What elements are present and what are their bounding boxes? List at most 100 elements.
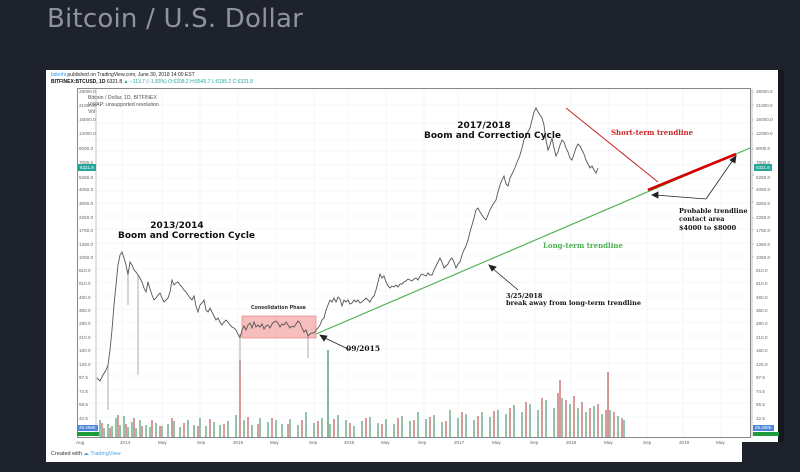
annotation-date: 3/25/2018 — [506, 292, 543, 300]
y-tick: 7000.0 — [79, 160, 94, 165]
y-tick: 280.0 — [79, 321, 91, 326]
annotation-line: contact area — [679, 215, 725, 223]
y-tick: 1350.0 — [756, 242, 771, 247]
annotation-text: break away from long-term trendline — [506, 299, 641, 307]
published-text: published on TradingView.com, June 30, 2… — [66, 72, 195, 78]
consolidation-box — [241, 315, 317, 339]
y-tick: 9000.0 — [756, 146, 771, 151]
x-tick: May — [716, 440, 725, 445]
y-tick: 2250.0 — [79, 215, 94, 220]
x-tick: Sep — [309, 440, 318, 445]
y-tick: 7000.0 — [756, 160, 771, 165]
annotation-breakaway: 3/25/2018 break away from long-term tren… — [506, 293, 641, 307]
y-tick: 42.5 — [756, 416, 765, 421]
y-tick: 5250.0 — [756, 175, 771, 180]
page-title: Bitcoin / U.S. Dollar — [47, 4, 303, 34]
x-tick: May — [158, 440, 167, 445]
y-tick: 12000.0 — [79, 131, 96, 136]
created-with-label: Created with — [51, 451, 82, 457]
chart-plot-area[interactable] — [77, 88, 751, 438]
x-tick: May — [604, 440, 613, 445]
y-tick: 360.0 — [79, 308, 91, 313]
annotation-year: 2017/2018 — [457, 121, 511, 131]
y-tick: 1750.0 — [756, 228, 771, 233]
x-tick: 2016 — [344, 440, 355, 445]
volume-tag-green — [753, 432, 779, 436]
annotation-year: 2013/2014 — [150, 221, 204, 231]
legend-symbol: Bitcoin / Dollar, 1D, BITFINEX — [88, 95, 157, 101]
volume-tag: 25.408K — [753, 425, 774, 431]
last-price-tag: 6321.8 — [754, 164, 772, 171]
publish-line: bdonhi published on TradingView.com, Jun… — [51, 72, 195, 78]
symbol: BITFINEX:BTCUSD, 1D — [51, 79, 106, 85]
y-tick: 97.5 — [79, 375, 88, 380]
y-tick: 16000.0 — [756, 117, 773, 122]
volume-tag-left: 25.408K — [77, 425, 98, 431]
x-tick: Sep — [643, 440, 652, 445]
annotation-probable-contact: Probable trendline contact area $4000 to… — [679, 207, 747, 232]
y-tick: 42.5 — [79, 416, 88, 421]
y-tick: 160.0 — [79, 348, 91, 353]
y-tick: 56.5 — [79, 402, 88, 407]
y-tick: 5250.0 — [79, 175, 94, 180]
y-tick: 210.0 — [756, 335, 768, 340]
y-tick: 21000.0 — [756, 103, 773, 108]
y-tick: 610.0 — [756, 281, 768, 286]
annotation-2017-cycle: 2017/2018 Boom and Correction Cycle — [424, 121, 561, 141]
card-shadow — [778, 70, 784, 442]
x-tick: Aug — [76, 440, 85, 445]
x-tick: Sep — [530, 440, 539, 445]
legend-volume: Vol — [88, 109, 96, 115]
annotation-line: $4000 to $8000 — [679, 224, 737, 232]
x-tick: May — [270, 440, 279, 445]
y-tick: 160.0 — [756, 348, 768, 353]
y-tick: 125.0 — [79, 362, 91, 367]
annotation-consolidation: Consolidation Phase — [251, 306, 306, 311]
y-tick: 1050.0 — [756, 255, 771, 260]
y-tick: 1750.0 — [79, 228, 94, 233]
y-tick: 3050.0 — [756, 201, 771, 206]
annotation-text: Boom and Correction Cycle — [118, 231, 256, 241]
y-tick: 210.0 — [79, 335, 91, 340]
y-tick: 97.5 — [756, 375, 765, 380]
tradingview-link[interactable]: TradingView — [90, 451, 121, 457]
y-tick: 4050.0 — [756, 187, 771, 192]
y-tick: 280.0 — [756, 321, 768, 326]
tradingview-cloud-icon: ☁ — [83, 451, 89, 457]
y-tick: 9000.0 — [79, 146, 94, 151]
y-tick: 3050.0 — [79, 201, 94, 206]
y-tick: 56.5 — [756, 402, 765, 407]
annotation-0915: 09/2015 — [346, 344, 381, 353]
y-tick: 610.0 — [79, 281, 91, 286]
legend-vwap: VWAP: unsupported resolution — [88, 102, 159, 108]
x-tick: Sep — [418, 440, 427, 445]
y-tick: 21000.0 — [79, 103, 96, 108]
x-tick: 2018 — [566, 440, 577, 445]
x-tick: 2017 — [454, 440, 465, 445]
x-tick: May — [492, 440, 501, 445]
x-tick: 2019 — [679, 440, 690, 445]
y-tick: 810.0 — [756, 268, 768, 273]
price-change: ▲ −113.7 (−1.83%) — [123, 79, 167, 85]
y-tick: 1350.0 — [79, 242, 94, 247]
annotation-short-trend: Short-term trendline — [611, 128, 694, 137]
y-tick: 2250.0 — [756, 215, 771, 220]
y-tick: 28000.0 — [79, 89, 96, 94]
annotation-line: Probable trendline — [679, 207, 748, 215]
annotation-long-trend: Long-term trendline — [543, 241, 623, 250]
short-term-trendline — [565, 107, 659, 183]
y-tick: 74.5 — [79, 389, 88, 394]
volume-tag-green-left — [77, 432, 99, 436]
y-tick: 4050.0 — [79, 187, 94, 192]
annotation-2013-cycle: 2013/2014 Boom and Correction Cycle — [118, 221, 256, 241]
x-tick: May — [381, 440, 390, 445]
y-tick: 810.0 — [79, 268, 91, 273]
x-tick: Sep — [197, 440, 206, 445]
ohlc-values: O:6208.2 H:6545.7 L:6195.2 C:6321.8 — [168, 79, 253, 85]
y-tick: 460.0 — [79, 295, 91, 300]
x-tick: 2014 — [120, 440, 131, 445]
y-tick: 74.5 — [756, 389, 765, 394]
publisher-link[interactable]: bdonhi — [51, 72, 67, 78]
last-price: 6321.8 — [106, 79, 123, 85]
